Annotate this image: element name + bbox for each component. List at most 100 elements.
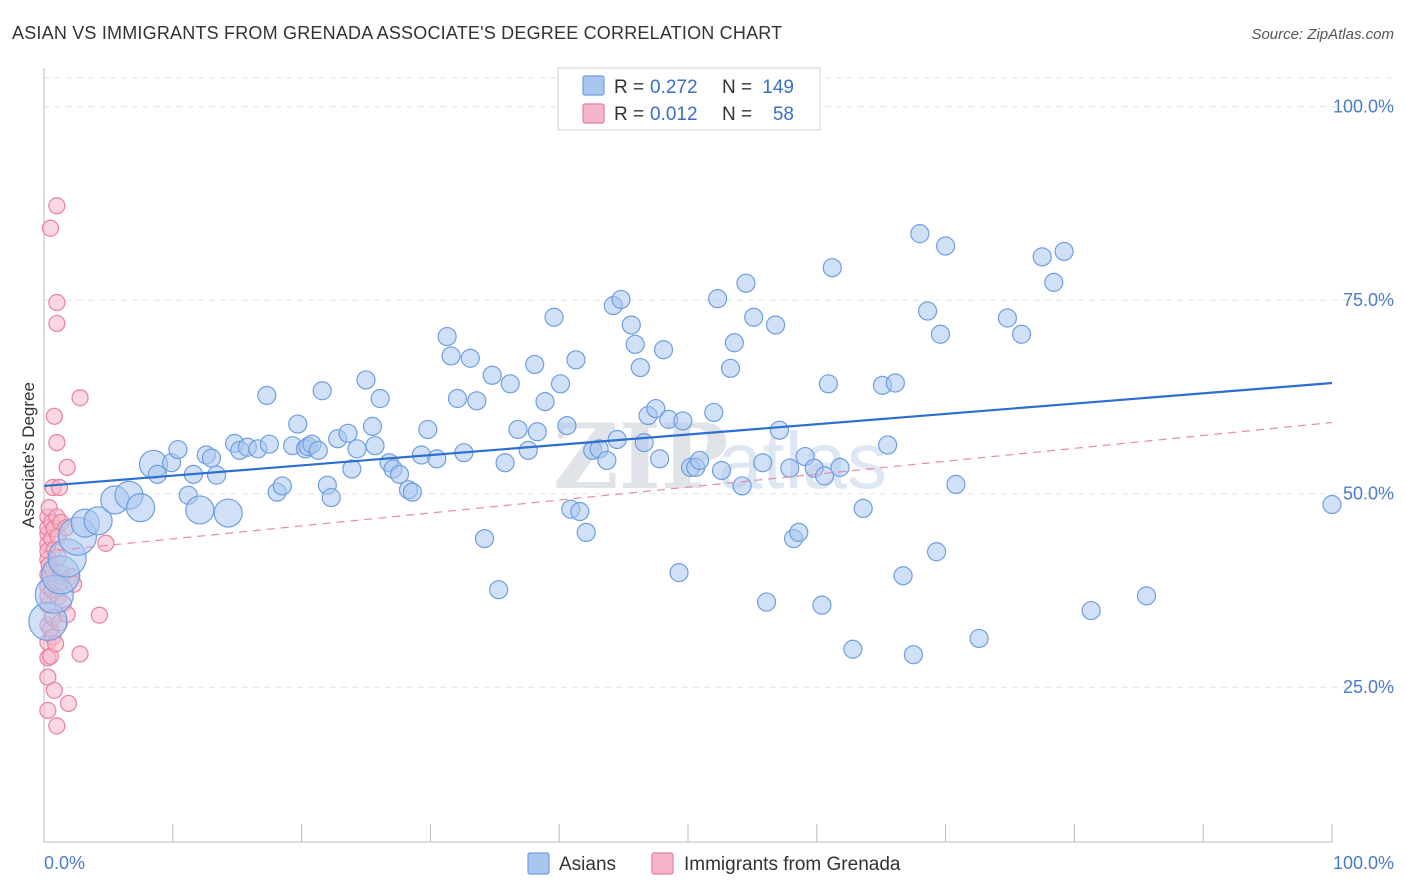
bottom-legend: Asians Immigrants from Grenada (527, 852, 901, 875)
trend-line-grenada (43, 421, 1333, 553)
data-point (370, 388, 390, 409)
bottom-legend-swatch-asians (527, 852, 550, 875)
data-point (257, 385, 277, 406)
y-axis-label: Associate's Degree (19, 382, 38, 528)
data-point (356, 370, 376, 390)
data-point (780, 458, 800, 478)
data-point (39, 701, 57, 720)
data-point (338, 423, 358, 443)
data-point (708, 289, 728, 309)
data-point (720, 358, 741, 378)
legend-n-asians: 149 (762, 77, 794, 98)
data-point (362, 416, 383, 436)
data-point (489, 580, 509, 600)
data-point (903, 645, 924, 665)
data-point (474, 528, 495, 549)
data-point (630, 357, 650, 378)
data-point (201, 448, 222, 468)
data-point (822, 258, 842, 278)
data-point (711, 460, 732, 481)
data-point (288, 414, 308, 434)
legend-r-label: R = (614, 77, 644, 98)
data-point (935, 236, 956, 256)
data-point (570, 501, 590, 522)
data-point (447, 388, 468, 409)
data-point (650, 449, 670, 469)
x-tick-label-min: 0.0% (44, 853, 85, 873)
data-point (48, 717, 66, 735)
data-point (48, 314, 66, 333)
data-point (611, 289, 631, 310)
data-point (365, 436, 385, 456)
data-point (744, 307, 764, 327)
legend-r-grenada: 0.012 (650, 104, 698, 125)
data-point (482, 365, 502, 385)
data-point (347, 439, 367, 459)
data-point (126, 493, 156, 523)
data-point (930, 324, 951, 344)
y-tick-label: 50.0% (1343, 484, 1394, 504)
data-point (753, 453, 773, 473)
data-point (704, 402, 724, 423)
data-point (878, 435, 898, 455)
data-point (342, 459, 362, 479)
data-point (525, 354, 545, 375)
data-point (812, 595, 832, 615)
data-point (756, 592, 777, 612)
data-point (168, 439, 188, 460)
data-point (147, 464, 167, 484)
data-point (946, 474, 966, 495)
chart-title: ASIAN VS IMMIGRANTS FROM GRENADA ASSOCIA… (12, 23, 782, 43)
data-point (48, 293, 66, 312)
data-point (418, 419, 438, 440)
trend-line-asians (43, 381, 1333, 488)
data-point (765, 315, 786, 335)
trend-lines (43, 381, 1333, 553)
data-point (467, 391, 487, 411)
data-point (90, 606, 108, 624)
legend-n-label: N = (722, 77, 752, 98)
legend-n-grenada: 58 (773, 104, 794, 125)
data-point (1081, 600, 1101, 621)
data-point (885, 373, 905, 393)
data-point (597, 450, 617, 471)
legend-swatch-grenada (582, 103, 605, 124)
data-point (769, 420, 790, 440)
data-point (625, 334, 645, 354)
data-point (1054, 241, 1074, 262)
data-point (59, 694, 78, 713)
chart-source: Source: ZipAtlas.com (1251, 26, 1394, 43)
x-tick-label-max: 100.0% (1333, 853, 1394, 873)
data-point (1136, 586, 1157, 606)
data-point (71, 645, 89, 663)
data-point (500, 374, 520, 394)
data-point (673, 411, 693, 431)
data-point (917, 301, 938, 321)
data-point (45, 681, 63, 699)
data-point (557, 415, 577, 436)
data-point (518, 440, 538, 460)
data-point (634, 433, 654, 453)
x-tick-marks (172, 824, 1333, 842)
y-tick-label: 75.0% (1343, 290, 1394, 310)
data-point (402, 482, 422, 502)
data-point (312, 381, 332, 401)
data-point (893, 566, 913, 586)
data-point (495, 453, 515, 473)
data-point (437, 326, 457, 347)
data-point (1032, 247, 1052, 267)
stats-legend: R = 0.272 N = 149 R = 0.012 N = 58 (557, 67, 821, 131)
data-point (527, 422, 547, 442)
data-point (736, 273, 756, 293)
legend-r-asians: 0.272 (650, 77, 698, 98)
data-point (213, 498, 243, 528)
data-point (969, 628, 989, 649)
data-point (508, 419, 528, 440)
data-point (272, 476, 292, 496)
asian-points (28, 224, 1342, 665)
data-point (550, 374, 571, 394)
data-point (818, 374, 838, 394)
data-point (576, 522, 596, 543)
data-point (789, 522, 809, 543)
data-point (45, 407, 63, 425)
